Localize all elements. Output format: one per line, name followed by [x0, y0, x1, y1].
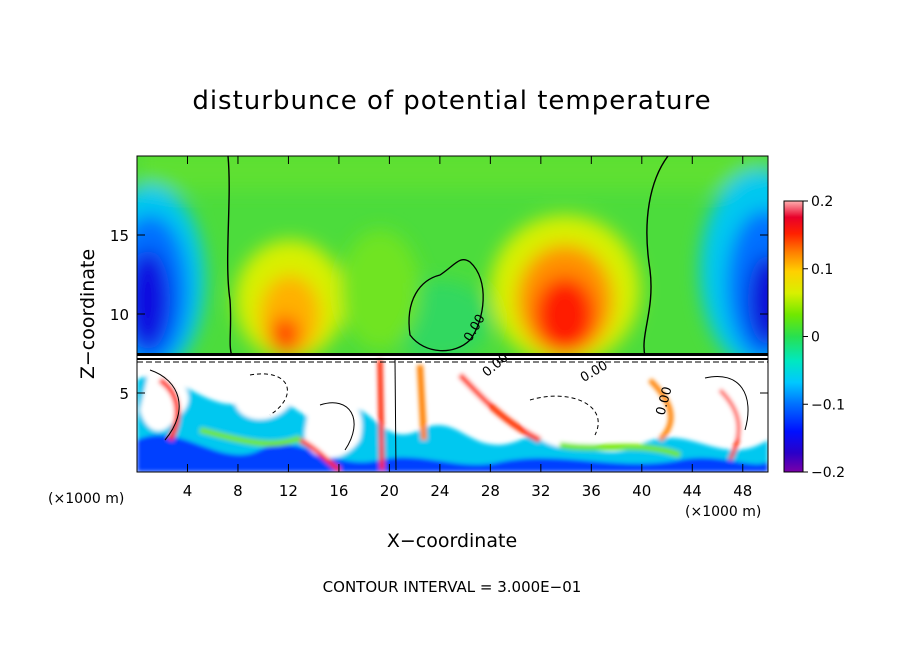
colorbar: 0.2 0.1 0 −0.1 −0.2 — [783, 194, 845, 481]
x-axis-title: X−coordinate — [387, 530, 517, 552]
interface-band — [137, 353, 768, 363]
x-tick-label: 8 — [233, 482, 243, 500]
x-tick-label: 20 — [380, 482, 399, 500]
x-tick-label: 48 — [733, 482, 752, 500]
x-unit-label-left: (×1000 m) — [48, 491, 124, 507]
contour-label: 0.00 — [654, 385, 676, 417]
colorbar-ticks: 0.2 0.1 0 −0.1 −0.2 — [803, 194, 845, 481]
contour-interval-note: CONTOUR INTERVAL = 3.000E−01 — [322, 578, 582, 596]
x-tick-label: 24 — [430, 482, 449, 500]
y-tick-label: 15 — [110, 227, 129, 245]
y-tick-label: 5 — [119, 385, 129, 403]
x-unit-label-right: (×1000 m) — [685, 504, 761, 520]
x-tick-label: 32 — [531, 482, 550, 500]
x-tick-label: 4 — [183, 482, 193, 500]
lower-field — [137, 356, 768, 472]
colorbar-tick-label: 0 — [811, 330, 820, 346]
x-tick-label: 28 — [481, 482, 500, 500]
y-axis: 5 10 15 — [110, 227, 768, 403]
y-tick-label: 10 — [110, 306, 129, 324]
colorbar-tick-label: −0.2 — [811, 465, 845, 481]
upper-field — [137, 156, 768, 356]
chart-title: disturbunce of potential temperature — [192, 86, 712, 116]
colorbar-gradient — [784, 201, 803, 472]
x-tick-label: 44 — [683, 482, 702, 500]
colorbar-tick-label: 0.2 — [811, 194, 833, 210]
x-tick-label: 16 — [329, 482, 348, 500]
x-axis: 4 8 12 16 20 24 28 32 36 40 44 48 — [183, 156, 752, 500]
x-tick-label: 12 — [279, 482, 298, 500]
y-axis-title: Z−coordinate — [77, 249, 99, 379]
colorbar-tick-label: 0.1 — [811, 262, 833, 278]
x-tick-label: 36 — [582, 482, 601, 500]
colorbar-tick-label: −0.1 — [811, 397, 845, 413]
x-tick-label: 40 — [632, 482, 651, 500]
